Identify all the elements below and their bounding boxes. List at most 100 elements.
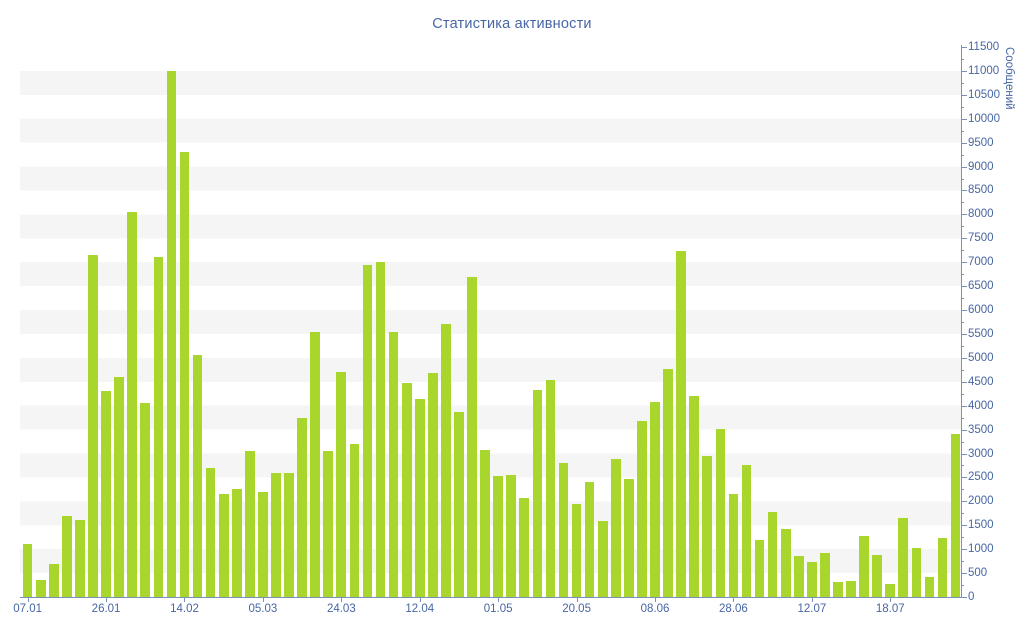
bar[interactable]	[362, 264, 373, 597]
bar[interactable]	[780, 529, 791, 597]
x-tick-label: 18.07	[875, 603, 905, 615]
bar[interactable]	[114, 377, 124, 597]
bar[interactable]	[532, 389, 543, 597]
bar[interactable]	[846, 580, 856, 597]
bar[interactable]	[22, 544, 33, 597]
bar[interactable]	[271, 472, 281, 597]
bar[interactable]	[244, 451, 255, 597]
bar[interactable]	[284, 472, 294, 597]
bar[interactable]	[62, 515, 72, 597]
y-minor-tick	[961, 369, 964, 371]
bar[interactable]	[610, 459, 621, 597]
bar[interactable]	[506, 475, 517, 597]
bar[interactable]	[127, 212, 138, 597]
bar[interactable]	[833, 581, 843, 597]
bar[interactable]	[584, 482, 595, 597]
bar[interactable]	[101, 391, 111, 597]
bar[interactable]	[650, 402, 660, 597]
bar[interactable]	[349, 443, 360, 597]
bar[interactable]	[663, 369, 673, 597]
x-tick-label: 26.01	[91, 603, 121, 615]
y-major-tick	[961, 525, 967, 527]
bar[interactable]	[88, 255, 98, 597]
y-minor-tick	[961, 489, 964, 491]
bar[interactable]	[937, 538, 948, 597]
bar[interactable]	[597, 521, 608, 597]
bar[interactable]	[767, 511, 778, 597]
bar[interactable]	[401, 383, 412, 597]
bar[interactable]	[885, 584, 896, 597]
bar[interactable]	[637, 421, 647, 597]
bar[interactable]	[140, 403, 151, 597]
bar[interactable]	[336, 372, 347, 597]
bar[interactable]	[741, 465, 752, 597]
bar[interactable]	[258, 491, 268, 597]
bar[interactable]	[427, 372, 438, 597]
bar[interactable]	[414, 399, 425, 597]
bar[interactable]	[676, 251, 686, 597]
bar[interactable]	[571, 504, 582, 597]
bar[interactable]	[323, 451, 334, 597]
bar[interactable]	[441, 324, 451, 597]
y-tick-label: 0	[968, 591, 975, 603]
bar[interactable]	[192, 355, 203, 597]
bar[interactable]	[388, 331, 399, 597]
bar[interactable]	[898, 518, 909, 597]
y-major-tick	[961, 70, 967, 72]
y-minor-tick	[961, 345, 964, 347]
bar[interactable]	[454, 411, 464, 597]
bar[interactable]	[689, 395, 700, 597]
bar[interactable]	[467, 276, 477, 597]
bar[interactable]	[48, 564, 59, 597]
bar[interactable]	[911, 547, 922, 597]
y-major-tick	[961, 262, 967, 264]
x-tick-label: 24.03	[326, 603, 356, 615]
y-tick-label: 5000	[968, 351, 994, 364]
y-minor-tick	[961, 226, 964, 228]
x-tick	[890, 598, 892, 602]
bar[interactable]	[715, 429, 726, 597]
bar[interactable]	[807, 561, 817, 597]
bar[interactable]	[205, 467, 216, 597]
bar[interactable]	[820, 552, 830, 597]
bar[interactable]	[375, 262, 386, 597]
y-minor-tick	[961, 106, 964, 108]
y-major-tick	[961, 94, 967, 96]
y-minor-tick	[961, 513, 964, 515]
bar[interactable]	[754, 539, 765, 597]
y-tick-label: 1500	[968, 519, 994, 532]
bar[interactable]	[218, 494, 229, 597]
bar[interactable]	[179, 152, 190, 597]
bar[interactable]	[793, 555, 804, 597]
bar[interactable]	[545, 379, 556, 597]
bar[interactable]	[166, 70, 177, 597]
x-tick-label: 14.02	[170, 603, 199, 615]
y-tick-label: 8000	[968, 208, 994, 221]
bar[interactable]	[297, 417, 307, 597]
y-major-tick	[961, 118, 967, 120]
bar[interactable]	[728, 494, 739, 597]
bar[interactable]	[153, 257, 164, 597]
bar[interactable]	[924, 576, 935, 597]
bar[interactable]	[231, 489, 242, 597]
bar[interactable]	[493, 476, 503, 597]
bar[interactable]	[35, 580, 46, 597]
bar[interactable]	[624, 478, 634, 597]
y-tick-label: 10000	[968, 112, 1000, 125]
bar[interactable]	[702, 455, 713, 597]
y-major-tick	[961, 214, 967, 216]
bar[interactable]	[75, 520, 85, 597]
bar[interactable]	[872, 554, 883, 597]
bar[interactable]	[859, 535, 869, 597]
bar[interactable]	[558, 462, 569, 597]
bar[interactable]	[310, 331, 321, 597]
y-minor-tick	[961, 202, 964, 204]
y-major-tick	[961, 238, 967, 240]
bar[interactable]	[519, 497, 530, 597]
bar[interactable]	[950, 434, 961, 597]
x-tick-label: 20.05	[562, 603, 591, 615]
x-tick	[419, 598, 421, 602]
y-major-tick	[961, 501, 967, 503]
bar[interactable]	[480, 450, 490, 597]
